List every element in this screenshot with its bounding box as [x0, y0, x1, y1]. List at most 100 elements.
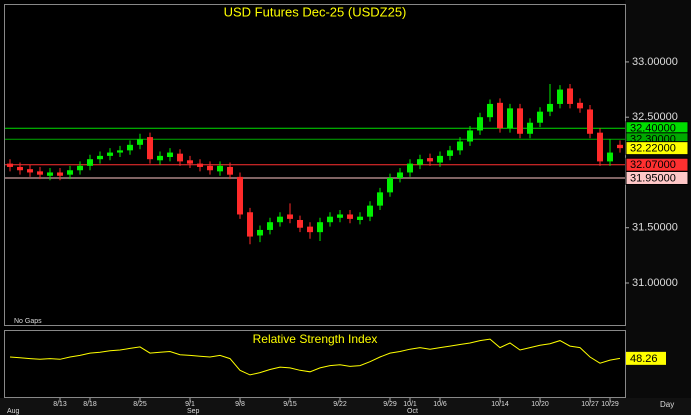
candle-body	[297, 219, 303, 228]
candle-body	[217, 165, 223, 172]
rsi-title: Relative Strength Index	[253, 332, 378, 346]
candle-body	[107, 152, 113, 156]
candle-body	[97, 155, 103, 160]
candle-body	[617, 144, 623, 149]
candle-body	[497, 102, 503, 129]
candle-body	[357, 216, 363, 220]
x-tick-label: 10/14	[491, 401, 509, 408]
candle-body	[437, 155, 443, 163]
period: Day	[660, 400, 674, 409]
x-tick-label: 9/29	[383, 401, 397, 408]
x-tick-label: 10/6	[433, 401, 447, 408]
candle-body	[387, 177, 393, 193]
candle-body	[347, 214, 353, 219]
candle-body	[457, 141, 463, 151]
candle-body	[607, 152, 613, 162]
chart-title: USD Futures Dec-25 (USDZ25)	[224, 4, 407, 19]
candle-body	[167, 152, 173, 157]
candle-body	[307, 226, 313, 233]
candle-body	[177, 153, 183, 162]
candle-body	[227, 166, 233, 175]
candle-body	[427, 158, 433, 162]
x-tick-label: 9/1	[185, 401, 195, 408]
candle-body	[477, 117, 483, 131]
month-label: Aug	[7, 408, 20, 415]
candle-body	[467, 130, 473, 142]
level-box	[625, 170, 689, 185]
candle-body	[187, 160, 193, 164]
candle-body	[287, 214, 293, 219]
y-tick-label: 33.00000	[632, 56, 678, 68]
level-box	[625, 141, 689, 156]
x-tick-label: 10/20	[531, 401, 549, 408]
candle-body	[337, 214, 343, 218]
rsi-box	[626, 351, 666, 365]
candle-body	[117, 150, 123, 153]
candle-body	[367, 205, 373, 217]
candle-body	[327, 216, 333, 223]
candle-body	[237, 176, 243, 215]
candle-body	[257, 229, 263, 236]
candle-body	[317, 222, 323, 233]
candle-body	[417, 159, 423, 165]
x-tick-label: 9/22	[333, 401, 347, 408]
candle-body	[157, 155, 163, 161]
level-label: 32.22000	[630, 143, 676, 155]
x-tick-label: 9/8	[235, 401, 245, 408]
candle-body	[527, 122, 533, 134]
candle-body	[37, 171, 43, 175]
candle-body	[87, 159, 93, 166]
candle-body	[7, 163, 13, 167]
candle-body	[207, 165, 213, 171]
candle-body	[47, 172, 53, 176]
candle-body	[577, 102, 583, 109]
candle-body	[17, 166, 23, 171]
candle-body	[507, 108, 513, 129]
candle-body	[597, 132, 603, 162]
candle-body	[127, 144, 133, 151]
rsi-label: 48.26	[630, 353, 658, 365]
candle-body	[277, 216, 283, 223]
x-tick-label: 8/13	[53, 401, 67, 408]
date-axis-panel	[0, 398, 691, 415]
x-tick-label: 8/18	[83, 401, 97, 408]
x-tick-label: 10/27	[581, 401, 599, 408]
footnote: No Gaps	[14, 318, 42, 325]
y-tick-label: 31.00000	[632, 277, 678, 289]
level-label: 32.07000	[630, 159, 676, 171]
candle-body	[197, 163, 203, 167]
candle-body	[547, 103, 553, 112]
x-tick-label: 9/15	[283, 401, 297, 408]
x-tick-label: 10/29	[601, 401, 619, 408]
candle-body	[447, 150, 453, 156]
y-tick-label: 32.50000	[632, 111, 678, 123]
candle-body	[557, 89, 563, 104]
candle-body	[67, 170, 73, 175]
candle-body	[517, 108, 523, 134]
rsi-line	[9, 338, 621, 376]
level-label: 31.95000	[630, 172, 676, 184]
candle-body	[567, 88, 573, 104]
candle-body	[27, 169, 33, 173]
month-label: Oct	[407, 408, 418, 415]
candle-body	[247, 212, 253, 237]
candle-body	[77, 165, 83, 171]
candle-body	[267, 222, 273, 230]
month-label: Sep	[187, 408, 200, 415]
candle-body	[397, 172, 403, 178]
candle-body	[57, 172, 63, 176]
candle-body	[147, 137, 153, 160]
candle-body	[377, 192, 383, 206]
level-label: 32.40000	[630, 123, 676, 135]
candle-body	[537, 111, 543, 123]
y-tick-label: 31.50000	[632, 222, 678, 234]
x-tick-label: 10/1	[403, 401, 417, 408]
candle-body	[487, 103, 493, 118]
candle-body	[587, 109, 593, 134]
axis-panel	[625, 0, 691, 415]
x-tick-label: 8/25	[133, 401, 147, 408]
candle-body	[407, 163, 413, 173]
